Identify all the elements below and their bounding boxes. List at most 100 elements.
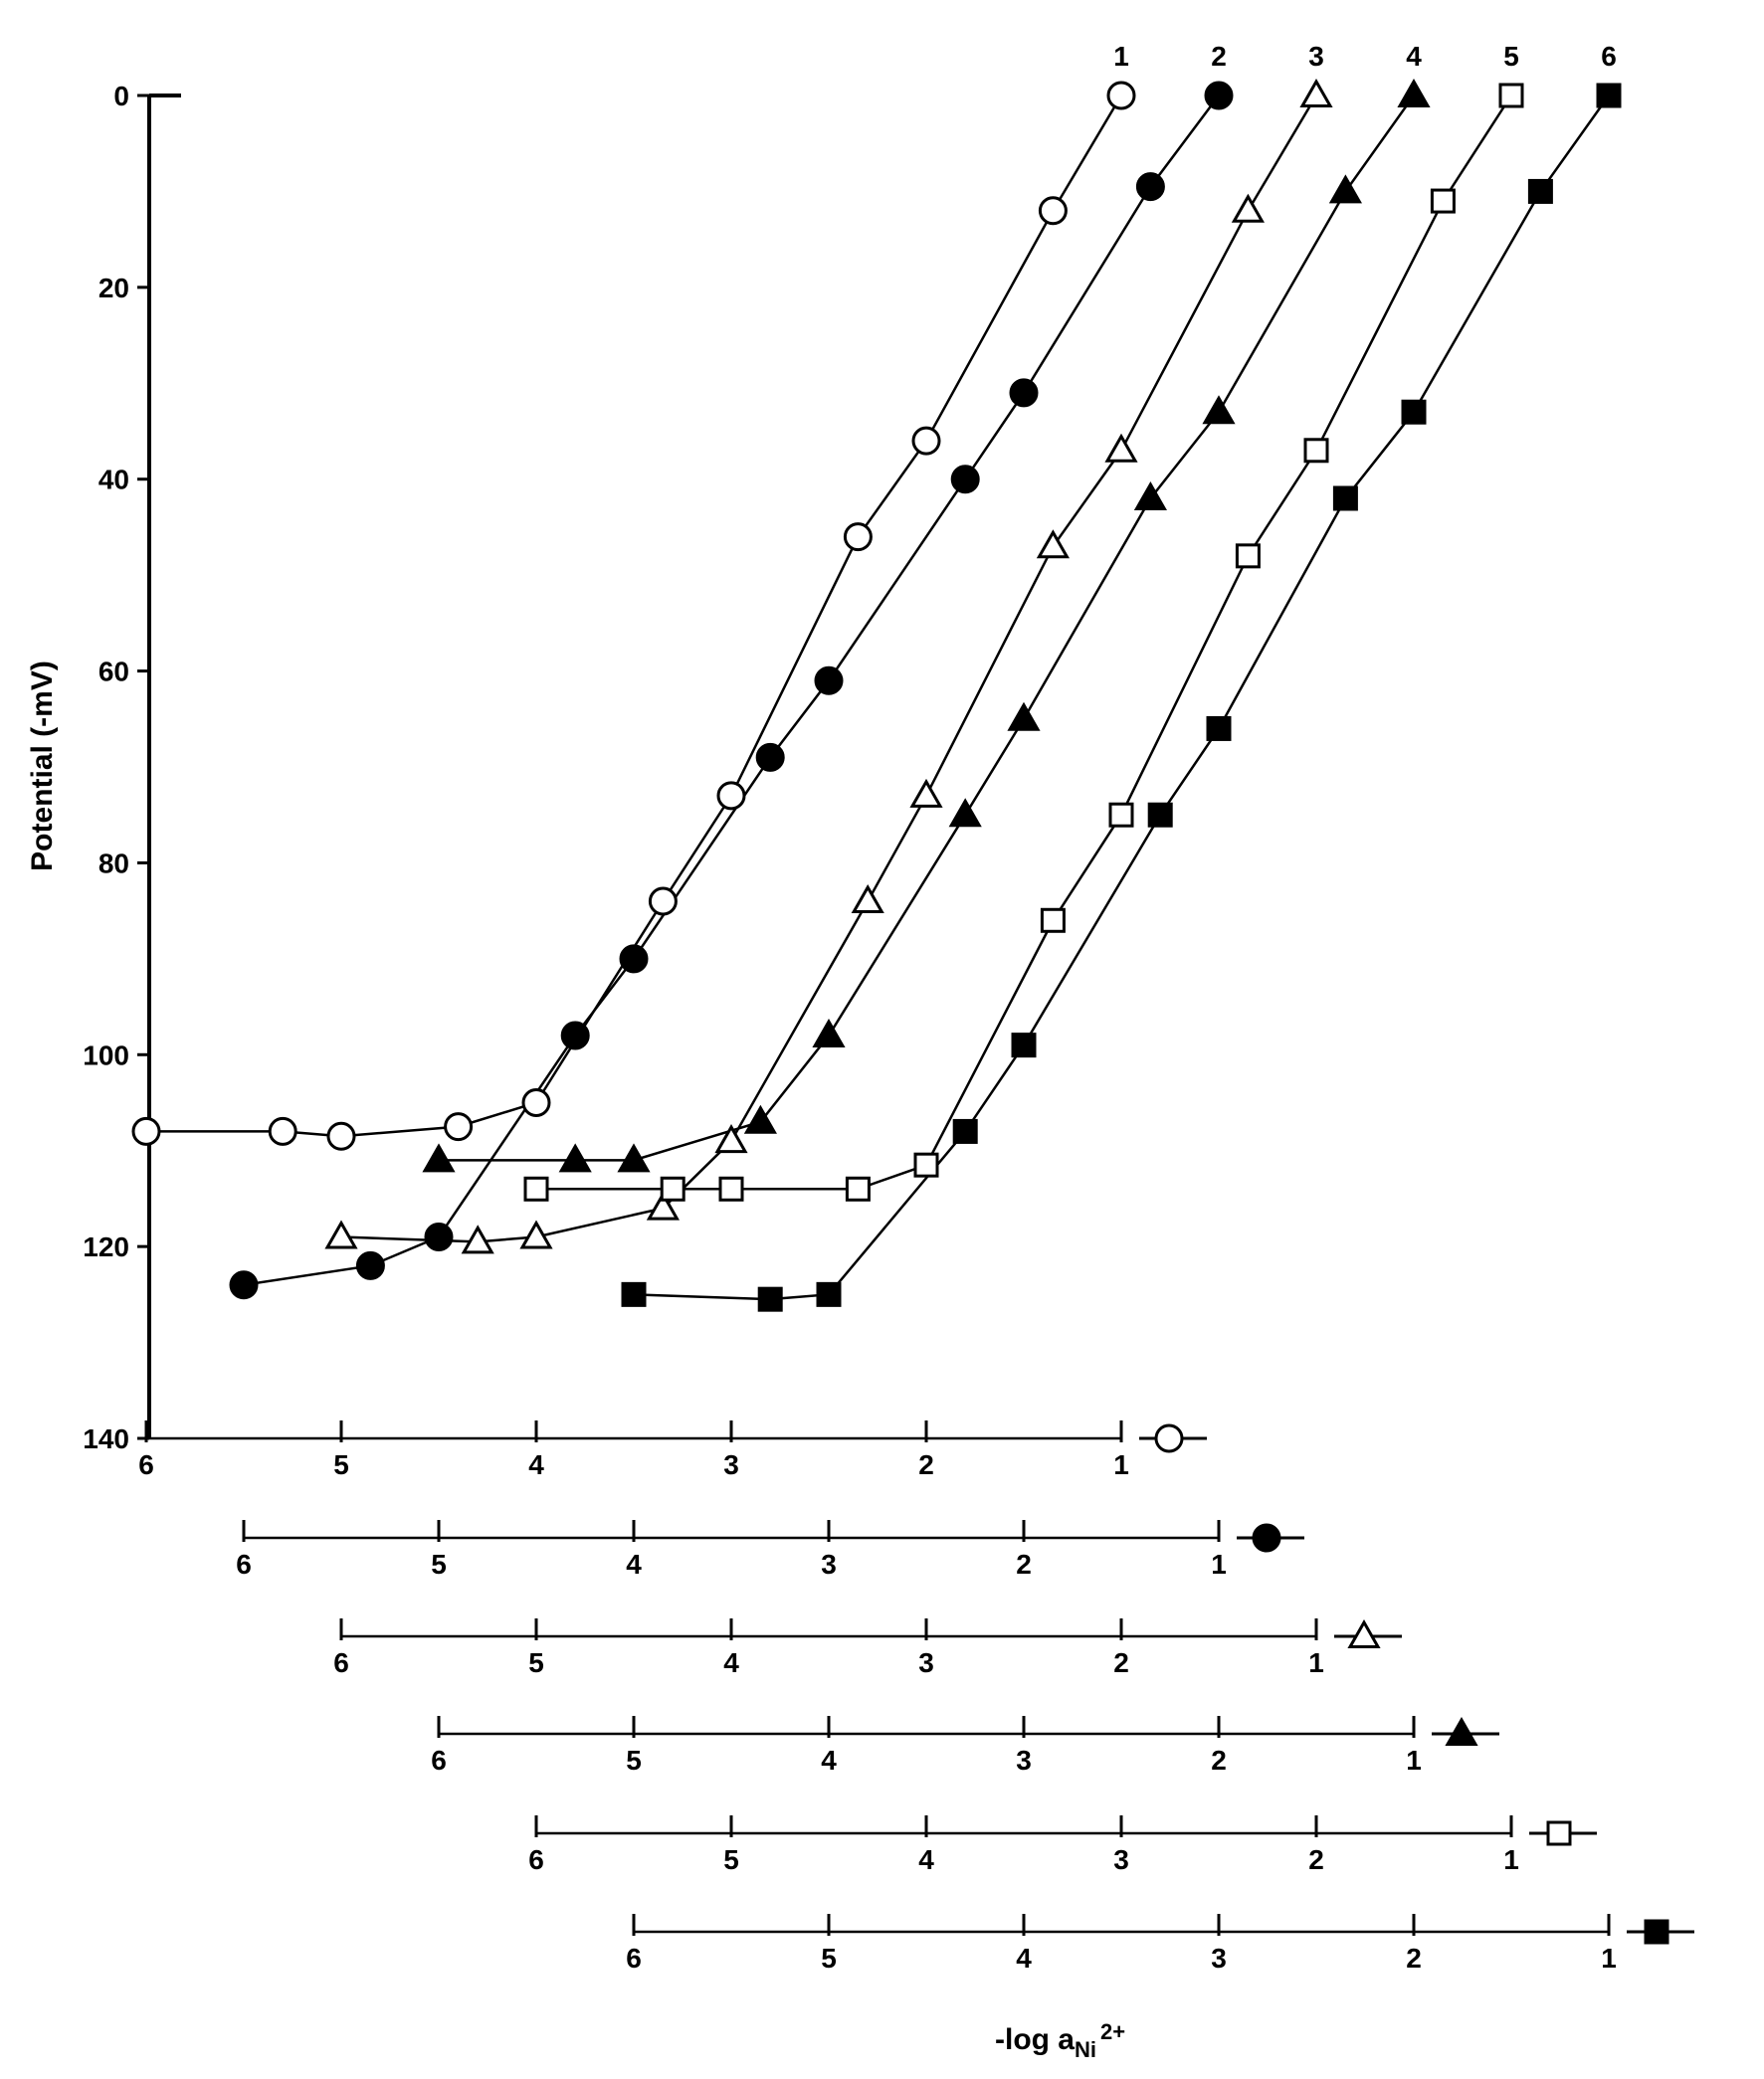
x-tick-label: 2 bbox=[1016, 1549, 1032, 1580]
data-point bbox=[1235, 543, 1261, 569]
x-axes: 6 5 4 3 2 1 6 5 4 3 2 1 6 5 4 3 2 1 6 5 4 3 2 1 6 5 4 3 2 1 6 5 4 3 2 1 bbox=[138, 1420, 1694, 1974]
legend-key-marker bbox=[1644, 1919, 1669, 1945]
x-tick-label: 4 bbox=[821, 1745, 837, 1776]
y-tick-label: 60 bbox=[98, 657, 129, 687]
data-point bbox=[268, 1116, 297, 1146]
data-point bbox=[718, 1176, 744, 1202]
legend-key-marker bbox=[1252, 1523, 1281, 1553]
data-point bbox=[560, 1021, 590, 1050]
x-axis-title-sup: 2+ bbox=[1100, 2019, 1125, 2044]
x-tick-label: 5 bbox=[528, 1647, 544, 1678]
x-tick-label: 3 bbox=[1211, 1943, 1227, 1974]
x-tick-label: 4 bbox=[626, 1549, 642, 1580]
curve-labels: 1 2 3 4 5 6 bbox=[1113, 41, 1617, 72]
x-tick-label: 5 bbox=[723, 1844, 739, 1875]
data-point bbox=[714, 1124, 748, 1154]
x-tick-label: 6 bbox=[626, 1943, 642, 1974]
data-point bbox=[909, 778, 943, 808]
data-point bbox=[617, 1143, 651, 1173]
data-point bbox=[1430, 188, 1456, 214]
x-scale-5: 6 5 4 3 2 1 bbox=[528, 1815, 1597, 1875]
x-tick-label: 4 bbox=[723, 1647, 739, 1678]
data-point bbox=[1299, 78, 1333, 107]
data-point bbox=[521, 1088, 551, 1117]
x-tick-label: 1 bbox=[1503, 1844, 1519, 1875]
x-tick-label: 4 bbox=[918, 1844, 934, 1875]
x-scale-6: 6 5 4 3 2 1 bbox=[626, 1914, 1694, 1974]
curves bbox=[146, 94, 1611, 1301]
curve-label: 6 bbox=[1601, 41, 1617, 72]
legend-key-marker bbox=[1154, 1423, 1184, 1453]
y-tick-label: 120 bbox=[83, 1231, 129, 1262]
data-point bbox=[648, 886, 678, 916]
data-point bbox=[845, 1176, 871, 1202]
data-point bbox=[424, 1223, 454, 1251]
data-point bbox=[743, 1104, 777, 1134]
x-scale-4: 6 5 4 3 2 1 bbox=[431, 1716, 1499, 1776]
curve-label: 4 bbox=[1406, 41, 1422, 72]
data-point bbox=[229, 1270, 259, 1300]
x-tick-label: 1 bbox=[1211, 1549, 1227, 1580]
y-axis-title: Potential (-mV) bbox=[26, 661, 59, 871]
data-point bbox=[843, 522, 873, 552]
x-tick-label: 6 bbox=[333, 1647, 349, 1678]
x-tick-label: 6 bbox=[236, 1549, 252, 1580]
x-scale-1: 6 5 4 3 2 1 bbox=[138, 1420, 1207, 1480]
x-tick-label: 1 bbox=[1406, 1745, 1422, 1776]
x-tick-label: 6 bbox=[431, 1745, 447, 1776]
y-tick-label: 100 bbox=[83, 1040, 129, 1070]
series-line-1 bbox=[146, 94, 1123, 1138]
data-point bbox=[1401, 399, 1427, 425]
data-point bbox=[950, 465, 980, 494]
data-point bbox=[558, 1143, 592, 1173]
y-tick-label: 20 bbox=[98, 273, 129, 303]
data-point bbox=[812, 1018, 846, 1047]
x-axis-title-sub: Ni bbox=[1075, 2037, 1096, 2062]
data-point bbox=[1397, 78, 1431, 107]
x-tick-label: 3 bbox=[723, 1449, 739, 1480]
x-tick-label: 2 bbox=[1113, 1647, 1129, 1678]
data-point bbox=[1133, 480, 1167, 510]
x-axis-title-main: -log a bbox=[995, 2023, 1075, 2056]
curve-label: 5 bbox=[1503, 41, 1519, 72]
data-point bbox=[461, 1225, 494, 1254]
curve-label: 2 bbox=[1211, 41, 1227, 72]
data-point bbox=[716, 781, 746, 811]
data-point bbox=[444, 1112, 474, 1142]
data-point bbox=[1040, 907, 1066, 933]
data-point bbox=[1498, 83, 1524, 108]
x-scale-3: 6 5 4 3 2 1 bbox=[333, 1618, 1402, 1678]
data-point bbox=[131, 1116, 161, 1146]
x-tick-label: 5 bbox=[333, 1449, 349, 1480]
series-line-5 bbox=[536, 94, 1513, 1191]
series-line-4 bbox=[439, 94, 1416, 1162]
data-point bbox=[1108, 802, 1134, 828]
markers bbox=[131, 78, 1622, 1312]
data-point bbox=[1147, 802, 1173, 828]
legend-key-marker bbox=[1546, 1820, 1572, 1846]
data-point bbox=[324, 1220, 358, 1249]
x-tick-label: 6 bbox=[138, 1449, 154, 1480]
y-tick-label: 0 bbox=[113, 81, 129, 111]
x-tick-label: 1 bbox=[1601, 1943, 1617, 1974]
x-tick-label: 5 bbox=[626, 1745, 642, 1776]
data-point bbox=[1206, 715, 1232, 741]
data-point bbox=[422, 1143, 456, 1173]
data-point bbox=[326, 1121, 356, 1151]
data-point bbox=[1007, 701, 1041, 731]
series-line-2 bbox=[243, 94, 1221, 1286]
data-point bbox=[814, 665, 844, 695]
x-tick-label: 5 bbox=[431, 1549, 447, 1580]
y-axis: 0 20 40 60 80 100 120 140 bbox=[83, 81, 181, 1454]
x-tick-label: 4 bbox=[528, 1449, 544, 1480]
data-point bbox=[952, 1118, 978, 1144]
x-tick-label: 2 bbox=[1308, 1844, 1324, 1875]
data-point bbox=[1303, 438, 1329, 464]
data-point bbox=[523, 1176, 549, 1202]
data-point bbox=[755, 742, 785, 772]
x-tick-label: 3 bbox=[1113, 1844, 1129, 1875]
x-tick-label: 1 bbox=[1113, 1449, 1129, 1480]
data-point bbox=[1328, 174, 1362, 204]
data-point bbox=[816, 1281, 842, 1307]
data-point bbox=[621, 1281, 647, 1307]
